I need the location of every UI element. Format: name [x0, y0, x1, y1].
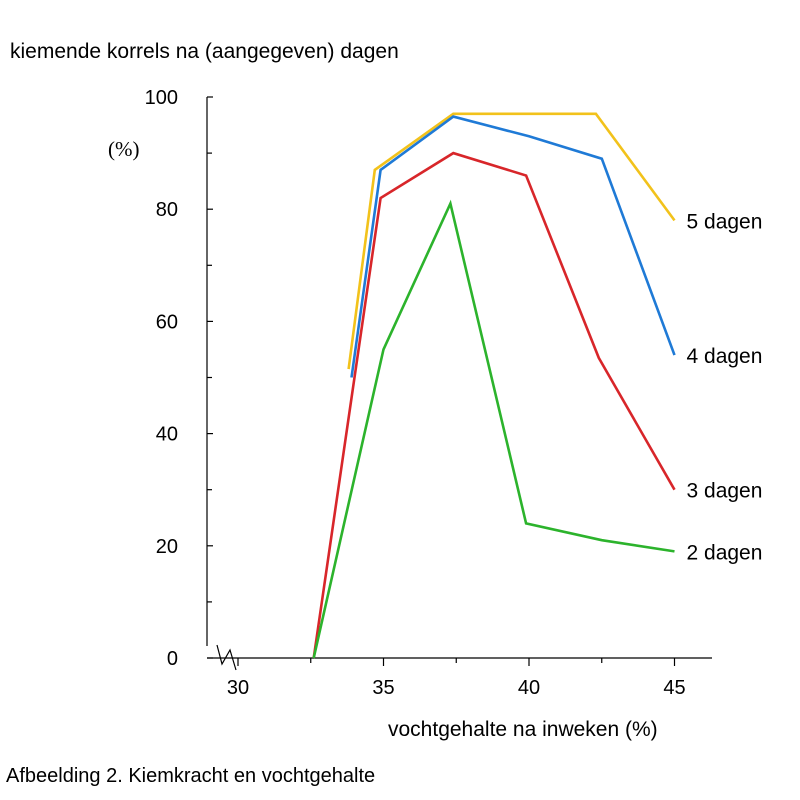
series-line-3-dagen: [312, 151, 676, 659]
x-tick-label-30: 30: [227, 677, 249, 699]
x-ticks: 30 35 40 45: [227, 658, 686, 699]
series-label-3-dagen: 3 dagen: [687, 480, 763, 503]
y-ticks: 0 20 40 60 80 100: [145, 87, 213, 670]
y-tick-label-20: 20: [156, 536, 178, 558]
y-axis-label: (%): [108, 137, 139, 161]
y-tick-label-40: 40: [156, 424, 178, 446]
y-tick-label-100: 100: [145, 87, 178, 109]
x-tick-label-35: 35: [372, 677, 394, 699]
series-labels: 5 dagen 4 dagen 3 dagen 2 dagen: [687, 210, 763, 564]
figure-caption: Afbeelding 2. Kiemkracht en vochtgehalte: [6, 765, 375, 787]
series-line-5-dagen: [347, 112, 676, 370]
series-line-2-dagen: [312, 199, 675, 659]
series-label-5-dagen: 5 dagen: [687, 210, 763, 233]
chart-title: kiemende korrels na (aangegeven) dagen: [10, 40, 399, 63]
x-axis-break-mark: [216, 644, 237, 671]
series-line-4-dagen: [350, 115, 676, 378]
x-axis-label: vochtgehalte na inweken (%): [388, 718, 658, 741]
series-label-4-dagen: 4 dagen: [687, 345, 763, 368]
series-lines: [312, 112, 676, 659]
x-tick-label-45: 45: [663, 677, 685, 699]
y-tick-label-60: 60: [156, 311, 178, 333]
y-tick-label-80: 80: [156, 199, 178, 221]
x-tick-label-40: 40: [518, 677, 540, 699]
y-tick-label-0: 0: [167, 648, 178, 670]
series-label-2-dagen: 2 dagen: [687, 541, 763, 564]
axes: [206, 97, 712, 671]
